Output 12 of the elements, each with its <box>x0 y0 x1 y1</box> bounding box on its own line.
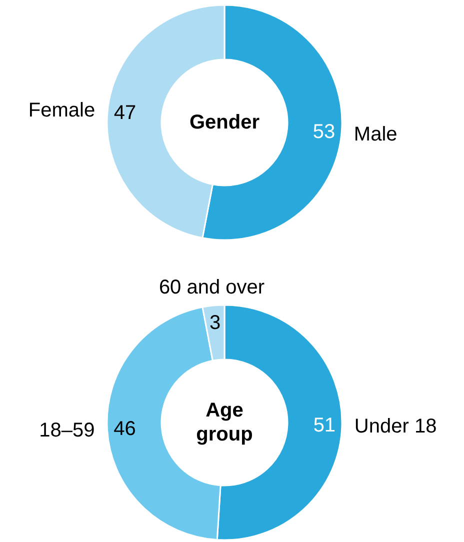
slice-label: Male <box>354 124 398 146</box>
data-label: 47 <box>114 102 136 124</box>
data-label: 46 <box>114 418 136 440</box>
slice-label: Under 18 <box>354 416 437 438</box>
slice-label: 60 and over <box>158 276 265 299</box>
data-label: 3 <box>210 312 221 334</box>
text: Gender <box>189 112 260 134</box>
text: Age group <box>196 400 253 446</box>
slice-label: 18–59 <box>39 420 95 442</box>
slice-label: Female <box>28 99 96 122</box>
data-label: 53 <box>312 120 336 143</box>
data-label: 51 <box>313 414 336 437</box>
